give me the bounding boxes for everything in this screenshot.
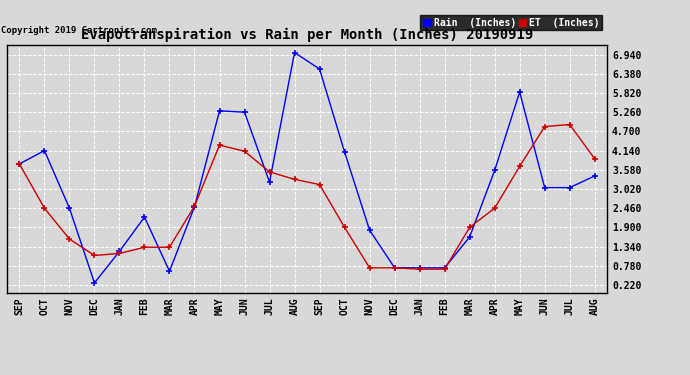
- Legend: Rain  (Inches), ET  (Inches): Rain (Inches), ET (Inches): [420, 15, 602, 30]
- Text: Copyright 2019 Cartronics.com: Copyright 2019 Cartronics.com: [1, 26, 157, 35]
- Title: Evapotranspiration vs Rain per Month (Inches) 20190919: Evapotranspiration vs Rain per Month (In…: [81, 28, 533, 42]
